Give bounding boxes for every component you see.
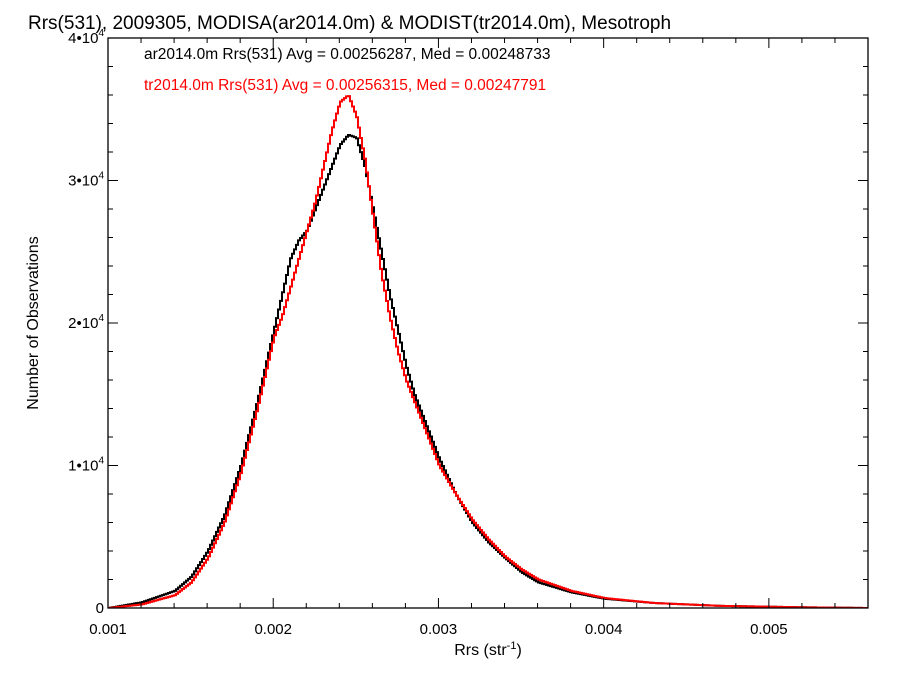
y-axis: 0 1•104 2•104 3•104 4•104 xyxy=(68,28,868,617)
y-tick-label: 1•104 xyxy=(68,456,104,475)
y-tick-label: 2•104 xyxy=(68,313,104,332)
chart-title: Rrs(531), 2009305, MODISA(ar2014.0m) & M… xyxy=(28,13,671,34)
y-axis-label: Number of Observations xyxy=(25,236,42,409)
x-tick-label: 0.004 xyxy=(585,621,623,638)
x-tick-label: 0.003 xyxy=(420,621,458,638)
legend: ar2014.0m Rrs(531) Avg = 0.00256287, Med… xyxy=(144,46,550,94)
x-axis: 0.001 0.002 0.003 0.004 0.005 xyxy=(89,38,869,638)
series-layer xyxy=(108,95,868,608)
x-tick-label: 0.001 xyxy=(89,621,127,638)
x-axis-label: Rrs (str-1) xyxy=(454,640,522,659)
x-axis-label-close: ) xyxy=(516,642,521,659)
plot-area xyxy=(108,95,868,608)
series-line-tr2014 xyxy=(108,95,868,608)
y-tick-label: 4•104 xyxy=(68,28,104,47)
y-tick-label: 0 xyxy=(96,600,104,617)
x-tick-label: 0.005 xyxy=(750,621,788,638)
legend-entry-tr2014: tr2014.0m Rrs(531) Avg = 0.00256315, Med… xyxy=(144,77,546,94)
x-axis-label-main: Rrs (str xyxy=(454,642,507,659)
x-axis-label-superscript: -1 xyxy=(507,640,517,652)
legend-entry-ar2014: ar2014.0m Rrs(531) Avg = 0.00256287, Med… xyxy=(144,46,550,63)
y-tick-label: 3•104 xyxy=(68,171,104,190)
x-tick-label: 0.002 xyxy=(254,621,292,638)
